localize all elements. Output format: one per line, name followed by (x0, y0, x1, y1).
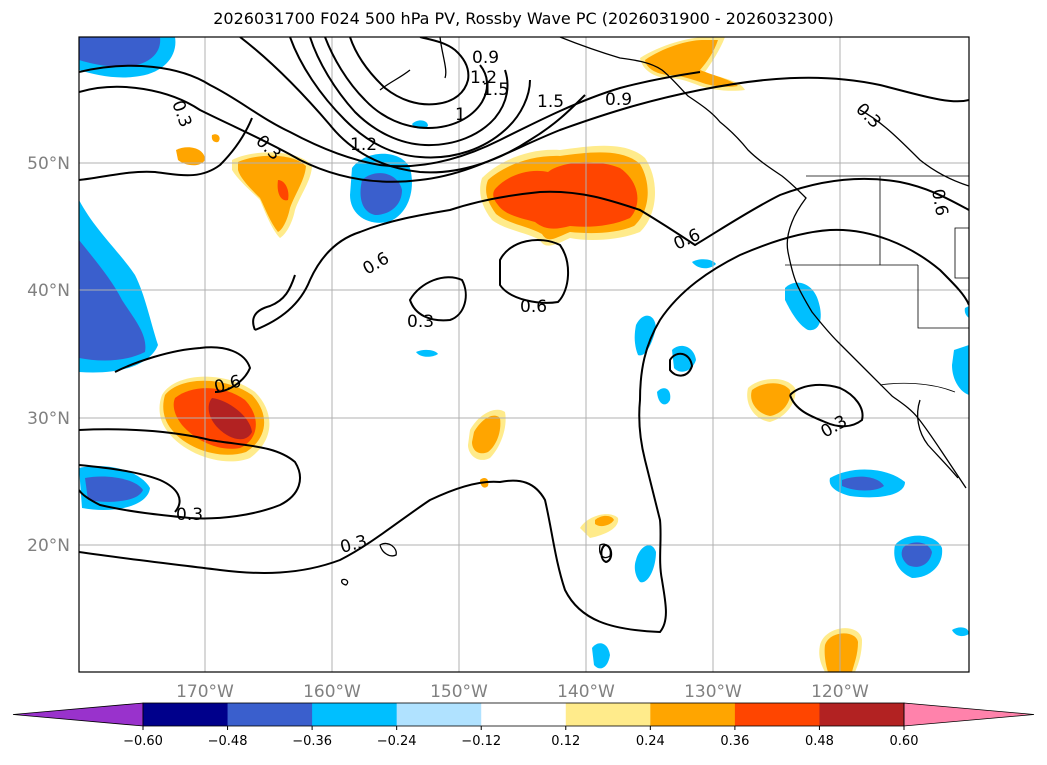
lon-label: 170°W (176, 682, 234, 702)
contour-label: 0.3 (407, 312, 434, 332)
colorbar-tick-label: 0.24 (636, 734, 665, 749)
map-frame (78, 36, 970, 673)
lat-label: 40°N (27, 281, 70, 301)
contour-label: 0.9 (472, 48, 499, 68)
colorbar: −0.60 −0.48 −0.36 −0.24 −0.12 0.12 0.24 0.36 0.4… (12, 702, 1035, 749)
contour-label: 0.6 (520, 297, 547, 317)
longitude-labels: 170°W 160°W 150°W 140°W 130°W 120°W (176, 682, 869, 702)
lat-label: 20°N (27, 536, 70, 556)
colorbar-segment (227, 703, 313, 726)
lat-label: 30°N (27, 409, 70, 429)
colorbar-segment (396, 703, 482, 726)
colorbar-segment (481, 703, 567, 726)
contour-label: 1 (455, 105, 466, 125)
lon-label: 130°W (684, 682, 742, 702)
colorbar-segment (819, 703, 905, 726)
graticule (79, 37, 969, 672)
political-borders (785, 175, 969, 393)
colorbar-extend-high (903, 702, 1035, 727)
colorbar-segment (734, 703, 820, 726)
figure-title: 2026031700 F024 500 hPa PV, Rossby Wave … (213, 9, 834, 28)
lon-label: 150°W (430, 682, 488, 702)
contour-label: 0.6 (927, 187, 951, 217)
lon-label: 160°W (303, 682, 361, 702)
lon-label: 140°W (557, 682, 615, 702)
pv-contours (79, 37, 969, 634)
colorbar-extend-low (12, 702, 144, 727)
contour-label: 1.2 (350, 135, 377, 155)
colorbar-tick-label: −0.60 (123, 734, 163, 749)
latitude-labels: 50°N 40°N 30°N 20°N (27, 154, 70, 556)
colorbar-segment (565, 703, 651, 726)
colorbar-segment (312, 703, 398, 726)
colorbar-tick-label: 0.60 (890, 734, 919, 749)
colorbar-tick-label: −0.12 (461, 734, 501, 749)
contour-label: 1.5 (537, 92, 564, 112)
map-panel (79, 37, 969, 672)
contour-label: 0.3 (176, 505, 203, 525)
contour-label: 1.5 (482, 80, 509, 100)
colorbar-tick-label: 0.48 (805, 734, 834, 749)
colorbar-tick-label: 0.36 (720, 734, 749, 749)
colorbar-tick-label: 0.12 (551, 734, 580, 749)
colorbar-tick-label: −0.24 (377, 734, 417, 749)
contour-label: 1.2 (470, 68, 497, 88)
colorbar-tick-label: −0.36 (292, 734, 332, 749)
colorbar-segment (143, 703, 229, 726)
colorbar-segment (650, 703, 736, 726)
lon-label: 120°W (811, 682, 869, 702)
colorbar-frame (142, 702, 905, 727)
lat-label: 50°N (27, 154, 70, 174)
contour-label: 0.9 (605, 90, 632, 110)
colorbar-tick-label: −0.48 (208, 734, 248, 749)
